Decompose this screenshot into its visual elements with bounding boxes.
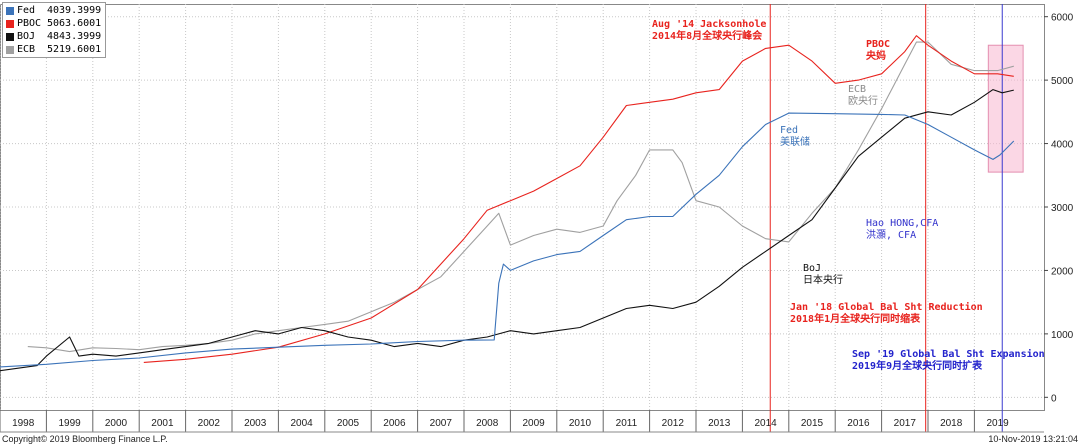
x-tick-label: 2000 bbox=[105, 418, 128, 429]
annotation-fed-en: Fed bbox=[780, 125, 799, 136]
axis-layer: 0 1000 2000 3000 4000 5000 6000 1998 1999 2000 200… bbox=[0, 13, 1074, 433]
series-line-pboc bbox=[143, 35, 1014, 363]
vline-layer bbox=[769, 4, 1003, 432]
x-tick-label: 2017 bbox=[894, 418, 917, 429]
legend-swatch-fed bbox=[6, 6, 14, 15]
series-layer bbox=[0, 35, 1015, 372]
annotation-ecb-zh: 欧央行 bbox=[848, 96, 878, 107]
legend-name-pboc: PBOC bbox=[17, 18, 42, 29]
annotation-jan18-en: Jan '18 Global Bal Sht Reduction bbox=[790, 302, 983, 313]
legend-swatch-pboc bbox=[6, 19, 14, 28]
x-tick-label: 2011 bbox=[616, 418, 638, 429]
timestamp-text: 10-Nov-2019 13:21:04 bbox=[988, 434, 1078, 444]
y-tick-label: 2000 bbox=[1051, 266, 1074, 277]
legend-name-fed: Fed bbox=[17, 5, 36, 16]
annotation-boj: BoJ 日本央行 bbox=[803, 263, 843, 287]
x-tick-label: 2013 bbox=[708, 418, 731, 429]
legend-name-ecb: ECB bbox=[17, 44, 36, 55]
legend-value-ecb: 5219.6001 bbox=[47, 44, 102, 55]
x-tick-label: 2004 bbox=[290, 418, 313, 429]
annotation-jacksonhole: Aug '14 Jacksonhole 2014年8月全球央行峰会 bbox=[652, 19, 766, 43]
legend-value-boj: 4843.3999 bbox=[47, 31, 102, 42]
legend-swatch-ecb bbox=[6, 45, 14, 54]
x-tick-label: 2009 bbox=[522, 418, 545, 429]
highlight-box bbox=[987, 44, 1024, 173]
x-tick-label: 2007 bbox=[430, 418, 453, 429]
x-tick-label: 1998 bbox=[12, 418, 35, 429]
x-tick-label: 2014 bbox=[754, 418, 777, 429]
x-tick-label: 2018 bbox=[940, 418, 963, 429]
annotation-author-zh: 洪灝, CFA bbox=[866, 230, 917, 241]
y-tick-label: 0 bbox=[1051, 393, 1057, 404]
annotation-jan18-zh: 2018年1月全球央行同时缩表 bbox=[790, 314, 921, 325]
grid-layer bbox=[0, 4, 1045, 411]
legend: Fed 4039.3999 PBOC 5063.6001 BOJ 4843.39… bbox=[2, 2, 106, 58]
annotation-sep19-zh: 2019年9月全球央行同时扩表 bbox=[852, 361, 983, 372]
annotation-boj-en: BoJ bbox=[803, 263, 822, 274]
series-line-fed bbox=[0, 112, 1015, 368]
y-tick-label: 5000 bbox=[1051, 76, 1074, 87]
annotation-pboc: PBOC 央妈 bbox=[866, 39, 890, 63]
y-tick-label: 6000 bbox=[1051, 13, 1074, 24]
x-tick-label: 2008 bbox=[476, 418, 499, 429]
annotation-sep19-en: Sep '19 Global Bal Sht Expansion bbox=[852, 349, 1045, 360]
x-tick-label: 2006 bbox=[383, 418, 406, 429]
legend-swatch-boj bbox=[6, 32, 14, 41]
x-tick-label: 2016 bbox=[847, 418, 870, 429]
annotation-pboc-en: PBOC bbox=[866, 39, 891, 50]
legend-item-pboc: PBOC 5063.6001 bbox=[6, 17, 102, 30]
y-tick-label: 3000 bbox=[1051, 203, 1074, 214]
y-tick-label: 4000 bbox=[1051, 140, 1074, 151]
legend-name-boj: BOJ bbox=[17, 31, 36, 42]
x-tick-label: 2019 bbox=[986, 418, 1009, 429]
highlight-layer bbox=[987, 44, 1024, 173]
legend-item-ecb: ECB 5219.6001 bbox=[6, 43, 102, 56]
annotation-boj-zh: 日本央行 bbox=[803, 275, 843, 286]
annotation-fed-zh: 美联储 bbox=[780, 137, 810, 148]
annotation-jan18: Jan '18 Global Bal Sht Reduction 2018年1月… bbox=[790, 302, 983, 326]
legend-value-fed: 4039.3999 bbox=[47, 5, 102, 16]
x-tick-label: 2005 bbox=[337, 418, 360, 429]
legend-item-fed: Fed 4039.3999 bbox=[6, 4, 102, 17]
annotation-author-en: Hao HONG,CFA bbox=[866, 218, 939, 229]
series-line-boj bbox=[0, 89, 1014, 372]
x-tick-label: 2015 bbox=[801, 418, 824, 429]
y-tick-label: 1000 bbox=[1051, 330, 1074, 341]
annotation-jacksonhole-en: Aug '14 Jacksonhole bbox=[652, 19, 767, 30]
x-tick-label: 2002 bbox=[198, 418, 221, 429]
annotation-ecb: ECB 欧央行 bbox=[848, 84, 878, 108]
annotation-author: Hao HONG,CFA 洪灝, CFA bbox=[866, 218, 938, 242]
legend-item-boj: BOJ 4843.3999 bbox=[6, 30, 102, 43]
annotation-fed: Fed 美联储 bbox=[780, 125, 810, 149]
x-tick-label: 2010 bbox=[569, 418, 592, 429]
x-tick-label: 1999 bbox=[58, 418, 81, 429]
x-tick-label: 2001 bbox=[151, 418, 174, 429]
copyright-text: Copyright© 2019 Bloomberg Finance L.P. bbox=[2, 434, 168, 444]
annotation-sep19: Sep '19 Global Bal Sht Expansion 2019年9月… bbox=[852, 349, 1045, 373]
legend-value-pboc: 5063.6001 bbox=[47, 18, 102, 29]
x-tick-label: 2003 bbox=[244, 418, 267, 429]
annotation-jacksonhole-zh: 2014年8月全球央行峰会 bbox=[652, 31, 763, 42]
annotation-pboc-zh: 央妈 bbox=[866, 51, 886, 62]
annotation-ecb-en: ECB bbox=[848, 84, 867, 95]
x-tick-label: 2012 bbox=[662, 418, 685, 429]
